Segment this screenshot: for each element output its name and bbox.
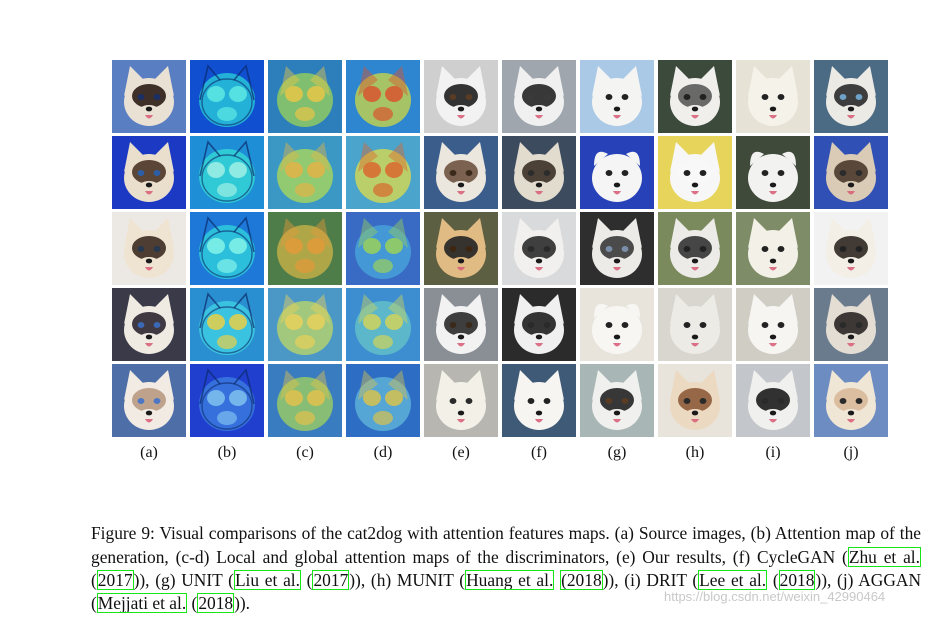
caption-text: )), (h) MUNIT ( — [349, 569, 466, 590]
thumbnail-r1-c6 — [502, 60, 576, 133]
thumbnail-r1-c7 — [580, 60, 654, 133]
thumbnail-r4-c2 — [190, 288, 264, 361]
watermark-url: https://blog.csdn.net/weixin_42990464 — [664, 589, 886, 604]
figure-caption: Figure 9: Visual comparisons of the cat2… — [91, 522, 921, 615]
comparison-image-grid — [112, 60, 892, 438]
thumbnail-r2-c4 — [346, 136, 420, 209]
citation-year-link-mejjati[interactable]: 2018 — [197, 593, 235, 613]
thumbnail-r5-c6 — [502, 364, 576, 437]
thumbnail-r3-c1 — [112, 212, 186, 285]
thumbnail-r5-c4 — [346, 364, 420, 437]
column-label-h: (h) — [685, 444, 705, 461]
thumbnail-r3-c5 — [424, 212, 498, 285]
thumbnail-r3-c9 — [736, 212, 810, 285]
caption-text: Figure 9: Visual comparisons of the cat2… — [91, 523, 921, 567]
citation-link-huang[interactable]: Huang et al. — [465, 569, 555, 590]
thumbnail-r4-c3 — [268, 288, 342, 361]
thumbnail-r1-c1 — [112, 60, 186, 133]
caption-text: ( — [767, 569, 779, 590]
caption-text: ( — [187, 593, 198, 613]
column-label-j: (j) — [843, 444, 859, 461]
thumbnail-r4-c5 — [424, 288, 498, 361]
thumbnail-r5-c10 — [814, 364, 888, 437]
citation-link-zhu[interactable]: Zhu et al. — [847, 546, 921, 567]
column-label-b: (b) — [217, 444, 237, 461]
caption-text: )), (i) DRIT ( — [602, 569, 699, 590]
thumbnail-r1-c3 — [268, 60, 342, 133]
thumbnail-r2-c3 — [268, 136, 342, 209]
column-labels: (a) (b) (c) (d) (e) (f) (g) (h) (i) (j) — [112, 440, 892, 464]
column-label-i: (i) — [765, 444, 781, 461]
thumbnail-r4-c9 — [736, 288, 810, 361]
thumbnail-r3-c10 — [814, 212, 888, 285]
thumbnail-r1-c5 — [424, 60, 498, 133]
citation-link-mejjati[interactable]: Mejjati et al. — [96, 593, 188, 613]
thumbnail-r5-c1 — [112, 364, 186, 437]
thumbnail-r5-c5 — [424, 364, 498, 437]
caption-text: ( — [300, 569, 313, 590]
citation-link-liu[interactable]: Liu et al. — [233, 569, 301, 590]
column-label-c: (c) — [296, 444, 314, 461]
thumbnail-r3-c6 — [502, 212, 576, 285]
citation-link-lee[interactable]: Lee et al. — [698, 569, 768, 590]
thumbnail-r5-c7 — [580, 364, 654, 437]
thumbnail-r5-c2 — [190, 364, 264, 437]
caption-text: )). — [234, 593, 251, 613]
citation-year-link-huang[interactable]: (2018 — [560, 569, 603, 590]
thumbnail-r4-c10 — [814, 288, 888, 361]
thumbnail-r1-c9 — [736, 60, 810, 133]
citation-year-link-zhu[interactable]: 2017 — [96, 569, 134, 590]
thumbnail-r2-c1 — [112, 136, 186, 209]
column-label-a: (a) — [140, 444, 158, 461]
thumbnail-r1-c10 — [814, 60, 888, 133]
thumbnail-r3-c7 — [580, 212, 654, 285]
citation-year-link-lee[interactable]: 2018 — [778, 569, 816, 590]
thumbnail-r5-c8 — [658, 364, 732, 437]
thumbnail-r3-c4 — [346, 212, 420, 285]
caption-text: )), (g) UNIT ( — [133, 569, 234, 590]
thumbnail-r2-c5 — [424, 136, 498, 209]
thumbnail-r5-c9 — [736, 364, 810, 437]
caption-text: ( — [91, 569, 97, 590]
thumbnail-r1-c2 — [190, 60, 264, 133]
column-label-e: (e) — [452, 444, 470, 461]
thumbnail-r3-c3 — [268, 212, 342, 285]
thumbnail-r4-c6 — [502, 288, 576, 361]
thumbnail-r1-c4 — [346, 60, 420, 133]
thumbnail-r2-c9 — [736, 136, 810, 209]
caption-text: )), (j) AGGAN ( — [91, 569, 922, 613]
citation-year-link-liu[interactable]: 2017 — [312, 569, 350, 590]
thumbnail-r1-c8 — [658, 60, 732, 133]
thumbnail-r3-c8 — [658, 212, 732, 285]
column-label-f: (f) — [531, 444, 547, 461]
column-label-g: (g) — [607, 444, 627, 461]
thumbnail-r3-c2 — [190, 212, 264, 285]
thumbnail-r2-c2 — [190, 136, 264, 209]
thumbnail-r4-c4 — [346, 288, 420, 361]
column-label-d: (d) — [373, 444, 393, 461]
thumbnail-r2-c10 — [814, 136, 888, 209]
thumbnail-r2-c7 — [580, 136, 654, 209]
thumbnail-r4-c8 — [658, 288, 732, 361]
thumbnail-r4-c1 — [112, 288, 186, 361]
thumbnail-r4-c7 — [580, 288, 654, 361]
thumbnail-r2-c8 — [658, 136, 732, 209]
thumbnail-r5-c3 — [268, 364, 342, 437]
thumbnail-r2-c6 — [502, 136, 576, 209]
